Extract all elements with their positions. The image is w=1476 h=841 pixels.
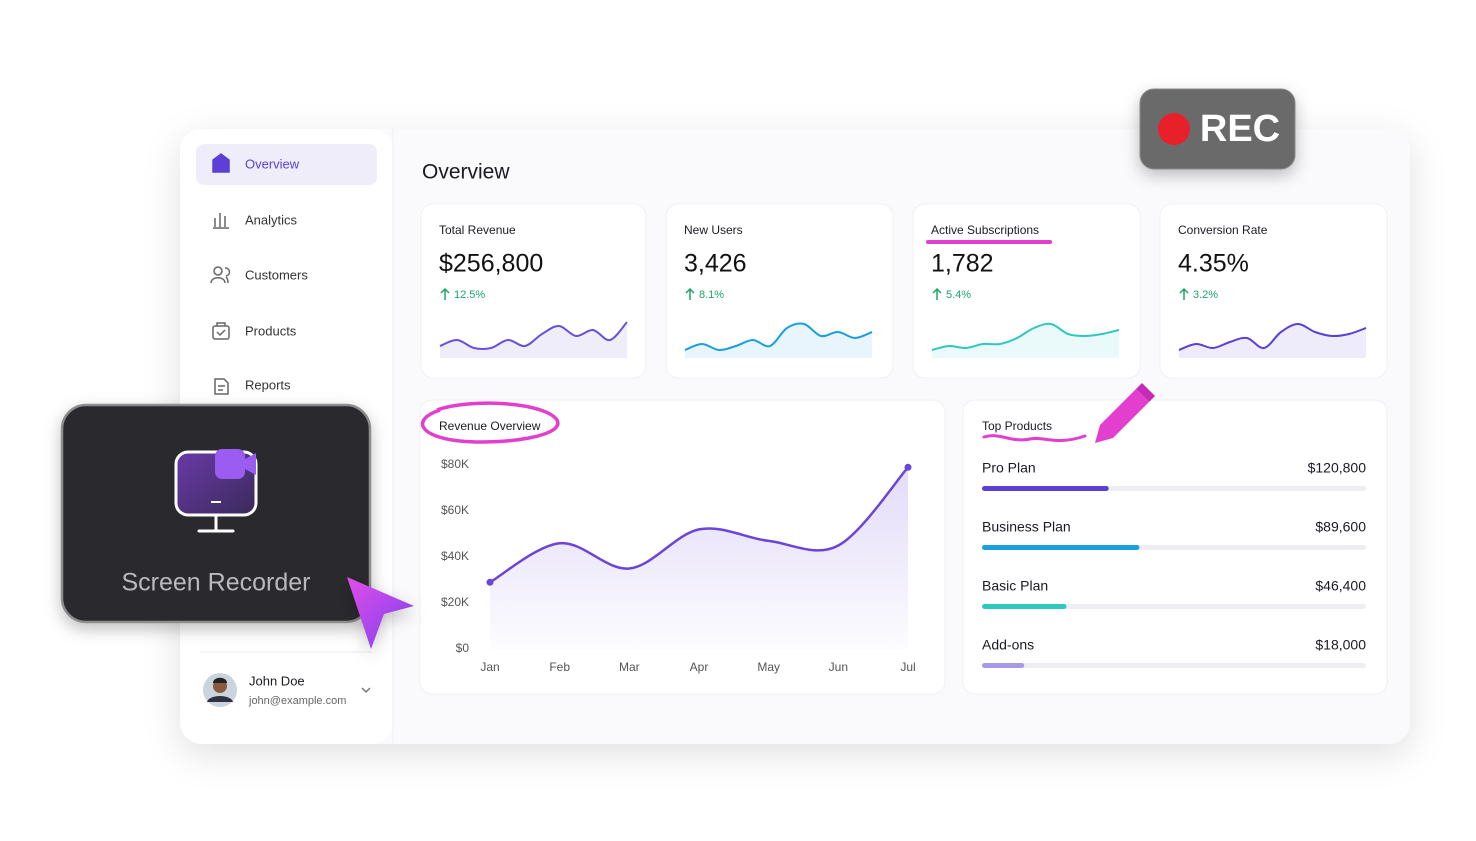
highlight-squiggle [982, 434, 1087, 443]
rec-label: REC [1200, 108, 1280, 150]
product-value: $18,000 [1315, 637, 1366, 653]
x-tick-label: Jan [480, 660, 499, 674]
nav-icons [210, 153, 231, 395]
pen-icon [1095, 383, 1155, 443]
progress-track [982, 604, 1366, 609]
y-tick-label: $20K [441, 595, 469, 609]
y-tick-label: $80K [441, 457, 469, 471]
user-menu-chevron[interactable] [361, 687, 371, 694]
nav-item[interactable]: Customers [245, 267, 308, 282]
user-name: John Doe [249, 673, 305, 688]
product-value: $120,800 [1308, 460, 1367, 476]
line-point [486, 578, 494, 586]
sparkline-area [685, 323, 872, 358]
line-point [904, 463, 912, 471]
nav-active-bg[interactable] [196, 144, 377, 185]
sparkline [439, 321, 628, 350]
nav-item[interactable]: Products [245, 323, 297, 338]
progress-bar [982, 486, 1109, 491]
change-arrow [1179, 287, 1189, 300]
x-tick-label: Jul [900, 660, 915, 674]
nav-item[interactable]: Reports [245, 377, 291, 392]
page-title: Overview [422, 161, 510, 184]
y-tick-label: $60K [441, 503, 469, 517]
progress-track [982, 663, 1366, 668]
stat-value: $256,800 [439, 250, 543, 278]
nav-item[interactable]: Overview [245, 156, 300, 171]
nav-item[interactable]: Analytics [245, 212, 298, 227]
sparkline [1178, 322, 1367, 351]
progress-bar [982, 663, 1025, 668]
stat-value: 3,426 [684, 250, 747, 278]
stat-label: New Users [684, 223, 743, 237]
x-tick-label: Apr [690, 660, 709, 674]
chart-title: Revenue Overview [439, 419, 541, 433]
stat-label: Total Revenue [439, 223, 516, 237]
stat-value: 1,782 [931, 250, 994, 278]
change-arrow [932, 287, 942, 300]
rec-dot [1158, 113, 1190, 145]
product-name: Add-ons [982, 637, 1034, 653]
product-name: Pro Plan [982, 460, 1036, 476]
stat-change: 12.5% [454, 289, 485, 301]
x-tick-label: Jun [829, 660, 848, 674]
y-tick-label: $0 [456, 641, 470, 655]
x-tick-label: May [757, 660, 780, 674]
sparkline-area [1179, 324, 1366, 358]
product-value: $46,400 [1315, 578, 1366, 594]
cursor [347, 577, 414, 649]
stat-label: Active Subscriptions [931, 223, 1039, 237]
stat-change: 8.1% [699, 289, 724, 301]
stat-change: 3.2% [1193, 289, 1218, 301]
product-value: $89,600 [1315, 519, 1366, 535]
change-arrow [440, 287, 450, 300]
line-area [490, 467, 908, 649]
recorder-icon [174, 449, 258, 533]
change-arrow [685, 287, 695, 300]
recorder-label: Screen Recorder [122, 569, 311, 597]
sparkline-area [932, 323, 1119, 358]
product-name: Business Plan [982, 519, 1071, 535]
progress-bar [982, 545, 1140, 550]
stat-value: 4.35% [1178, 250, 1249, 278]
stat-change: 5.4% [946, 289, 971, 301]
product-name: Basic Plan [982, 578, 1048, 594]
sparkline [684, 322, 873, 352]
highlight-ellipse [420, 401, 560, 444]
stat-label: Conversion Rate [1178, 223, 1268, 237]
sparkline [931, 322, 1120, 351]
user-email: john@example.com [248, 695, 346, 707]
y-tick-label: $40K [441, 549, 469, 563]
avatar [203, 673, 237, 707]
x-tick-label: Feb [549, 660, 570, 674]
top-products-title: Top Products [982, 419, 1052, 433]
progress-bar [982, 604, 1067, 609]
x-tick-label: Mar [619, 660, 640, 674]
rec-badge [1139, 88, 1296, 170]
line [489, 466, 909, 584]
